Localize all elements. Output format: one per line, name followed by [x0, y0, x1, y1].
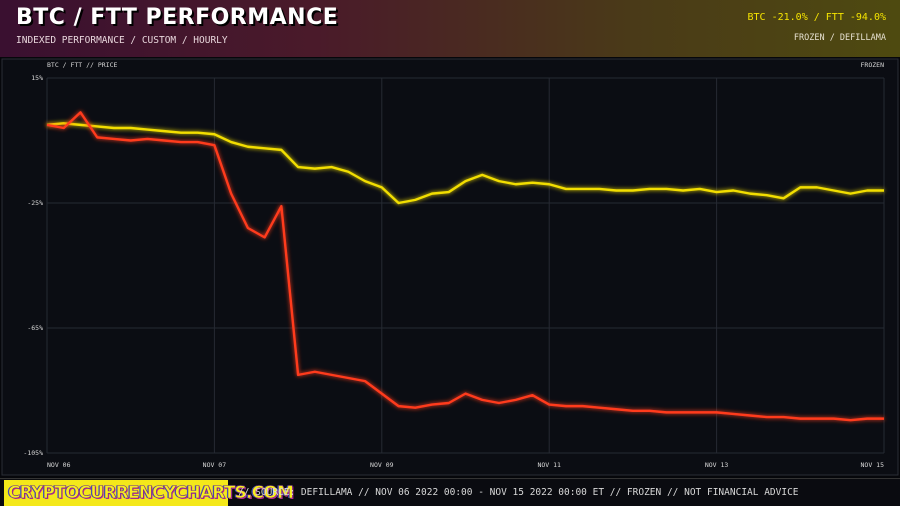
x-tick-label: NOV 09	[370, 461, 394, 469]
summary: BTC -21.0% / FTT -94.0%	[747, 12, 886, 23]
y-tick-label: -25%	[27, 199, 43, 207]
series-line	[46, 111, 884, 422]
plot-frame	[1, 58, 899, 476]
x-tick-label: NOV 15	[861, 461, 885, 469]
footer: CRYPTOCURRENCYCHARTS.COM // SOURCE: DEFI…	[0, 478, 900, 506]
status: FROZEN / DEFILLAMA	[793, 33, 886, 43]
x-tick-label: NOV 11	[537, 461, 561, 469]
chart-subtitle: INDEXED PERFORMANCE / CUSTOM / HOURLY	[16, 35, 228, 46]
x-tick-label: NOV 13	[705, 461, 729, 469]
series-line	[46, 122, 884, 205]
y-tick-label: -65%	[27, 324, 43, 332]
brand: CRYPTOCURRENCYCHARTS.COM	[8, 483, 294, 504]
y-tick-label: 15%	[31, 74, 43, 82]
brand-banner: CRYPTOCURRENCYCHARTS.COM	[4, 480, 294, 506]
x-tick-label: NOV 07	[203, 461, 227, 469]
axis-label: BTC / FTT // PRICE	[47, 61, 118, 69]
chart-title: BTC / FTT PERFORMANCE	[16, 5, 339, 30]
source-note: // SOURCE: DEFILLAMA // NOV 06 2022 00:0…	[238, 487, 799, 498]
header: BTC / FTT PERFORMANCE INDEXED PERFORMANC…	[0, 0, 900, 57]
y-tick-label: -105%	[23, 449, 43, 457]
x-tick-label: NOV 06	[47, 461, 71, 469]
chart: BTC / FTT // PRICE FROZEN 15% -25% -65% -10…	[1, 58, 899, 476]
corner-label: FROZEN	[861, 61, 885, 69]
